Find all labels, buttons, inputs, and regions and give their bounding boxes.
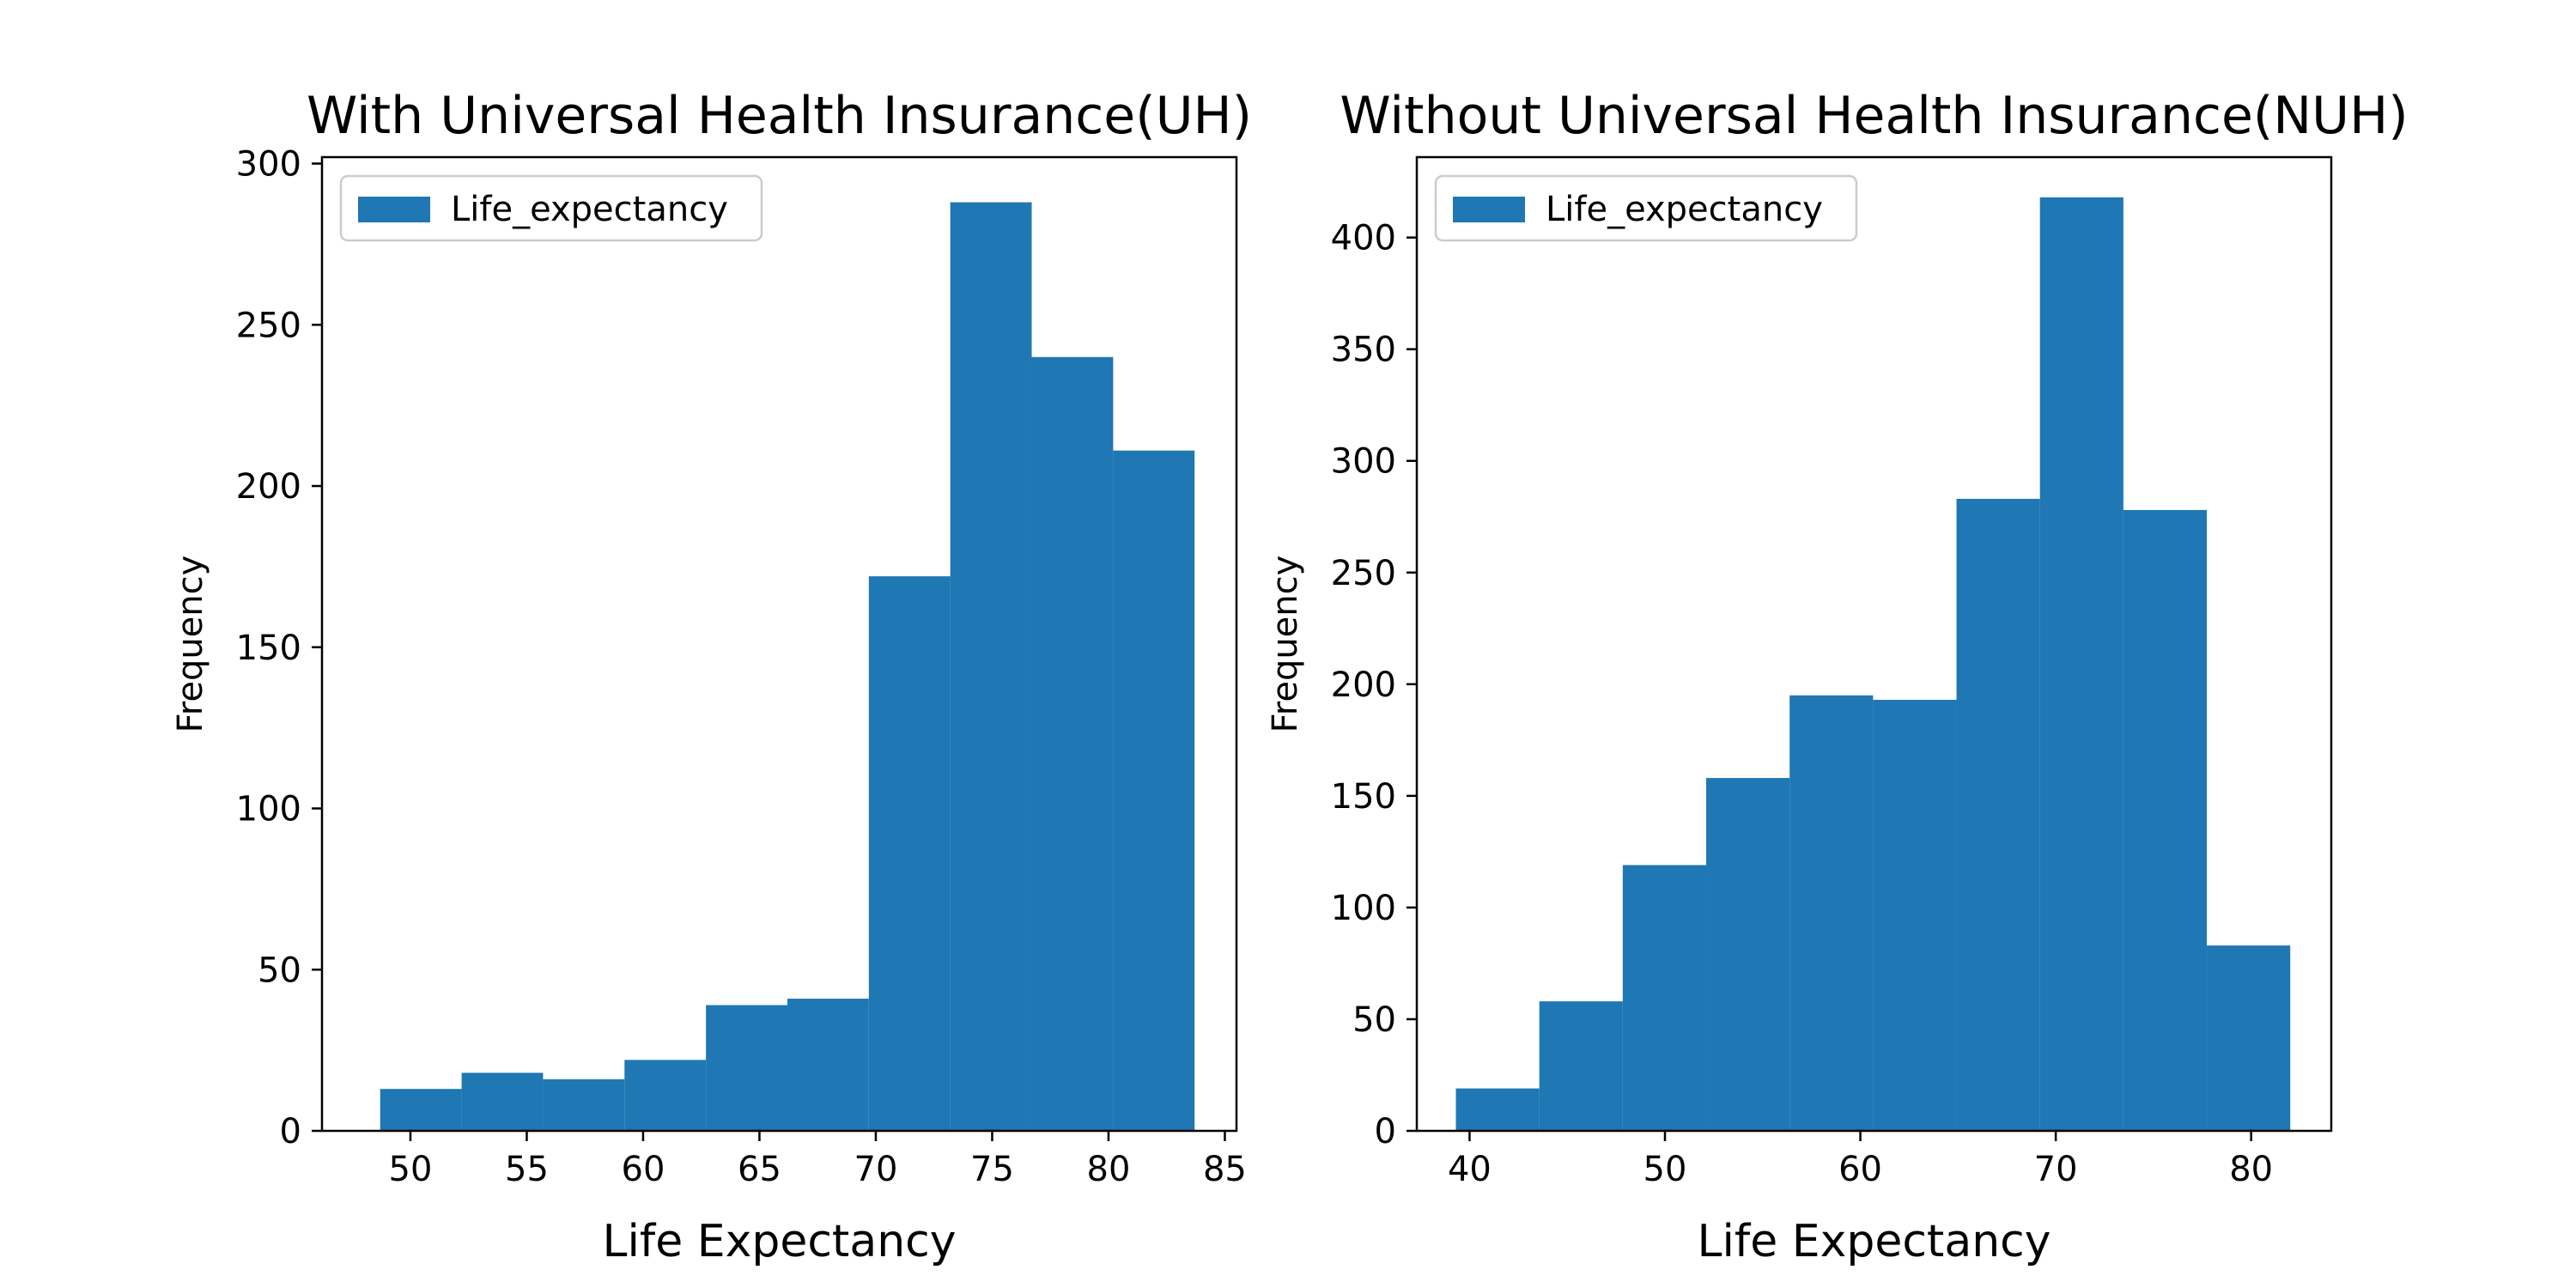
histogram-bar (1622, 865, 1707, 1131)
histogram-bar (868, 576, 951, 1131)
histogram-bar (2207, 945, 2291, 1131)
histogram-bar (950, 202, 1032, 1131)
x-tick-label: 70 (854, 1150, 898, 1189)
x-tick-label: 55 (505, 1150, 549, 1189)
y-tick-label: 0 (1375, 1112, 1396, 1151)
histogram-bar (1539, 1001, 1623, 1131)
y-axis-label: Frequency (171, 556, 210, 733)
histogram-bar (1873, 700, 1957, 1131)
histogram-bar (2123, 509, 2208, 1131)
x-tick-label: 50 (389, 1150, 433, 1189)
legend: Life_expectancy (1434, 174, 1858, 242)
histogram-bar (1706, 778, 1790, 1131)
histogram-bar (787, 999, 869, 1131)
histogram-bar (543, 1078, 625, 1131)
axes-frame (1415, 155, 2333, 1133)
legend-label: Life_expectancy (451, 190, 728, 229)
axes-frame (320, 155, 1238, 1133)
histogram-bar (2039, 197, 2123, 1131)
x-tick-label: 70 (2034, 1150, 2078, 1189)
subplot-2: 40 50 60 70 80 0 50 100 150 200 250 300 350 400 Withou… (1266, 86, 2409, 1267)
y-tick-label: 400 (1331, 219, 1396, 258)
y-tick-label: 200 (1331, 665, 1396, 705)
legend-box (1434, 174, 1858, 242)
histogram-bar (461, 1072, 544, 1131)
y-tick-label: 300 (236, 145, 301, 185)
y-tick-label: 100 (1331, 889, 1396, 928)
legend-swatch (358, 197, 430, 222)
x-tick-label: 65 (738, 1150, 781, 1189)
x-tick-label: 40 (1448, 1150, 1492, 1189)
y-tick-label: 100 (236, 790, 301, 829)
y-tick-label: 250 (1331, 554, 1396, 593)
y-tick-label: 150 (236, 629, 301, 668)
legend-box (339, 174, 763, 242)
histogram-bar (1031, 356, 1114, 1131)
x-axis-label: Life Expectancy (602, 1216, 956, 1267)
y-tick-label: 250 (236, 306, 301, 345)
histogram-bar (1455, 1088, 1540, 1131)
y-tick-label: 300 (1331, 442, 1396, 482)
y-axis-label: Frequency (1266, 556, 1305, 733)
x-tick-label: 80 (1087, 1150, 1131, 1189)
y-tick-label: 50 (258, 951, 301, 990)
histogram-bar (624, 1060, 707, 1131)
histogram-bar (1956, 498, 2040, 1131)
histogram-bar (706, 1005, 787, 1131)
x-tick-label: 60 (622, 1150, 665, 1189)
y-tick-label: 350 (1331, 331, 1396, 370)
x-tick-label: 80 (2229, 1150, 2273, 1189)
chart-title: Without Universal Health Insurance(NUH) (1340, 86, 2408, 146)
x-axis-label: Life Expectancy (1697, 1216, 2050, 1267)
y-tick-label: 50 (1352, 1000, 1396, 1040)
x-tick-label: 60 (1838, 1150, 1882, 1189)
legend-swatch (1453, 197, 1525, 222)
x-tick-label: 75 (970, 1150, 1014, 1189)
chart-title: With Universal Health Insurance(UH) (307, 86, 1252, 146)
x-tick-label: 50 (1643, 1150, 1687, 1189)
histogram-bar (1113, 450, 1195, 1131)
y-tick-label: 200 (236, 467, 301, 507)
legend-label: Life_expectancy (1546, 190, 1823, 229)
histogram-bar (380, 1089, 462, 1131)
x-tick-label: 85 (1203, 1150, 1247, 1189)
histogram-bar (1789, 695, 1874, 1131)
y-tick-label: 0 (280, 1112, 301, 1151)
legend: Life_expectancy (339, 174, 763, 242)
y-tick-label: 150 (1331, 777, 1396, 817)
